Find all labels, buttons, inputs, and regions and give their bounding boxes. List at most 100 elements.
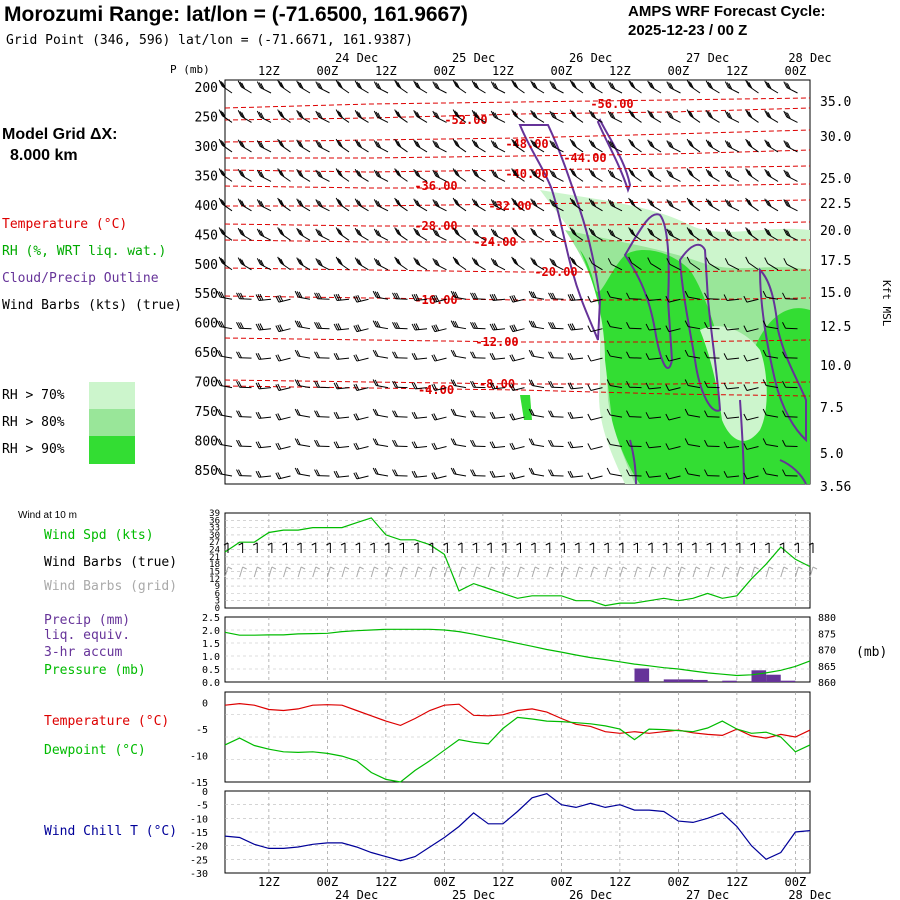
wind-barb xyxy=(452,227,467,241)
wind-barb-flag xyxy=(296,350,301,357)
wind-barb-flag xyxy=(298,321,303,328)
wind-barb-flag xyxy=(489,441,494,449)
wind-barb-flag xyxy=(475,112,480,119)
wind-barb xyxy=(783,258,798,271)
wind-barb xyxy=(743,472,759,480)
wind-barb xyxy=(470,469,486,477)
wind-barb-flag xyxy=(705,168,710,176)
wind-barb xyxy=(489,382,506,390)
wind-barb xyxy=(588,198,603,212)
wind-barb-shaft xyxy=(455,203,467,212)
wind-barb-flag xyxy=(241,112,246,119)
wind-barb-flag xyxy=(335,138,340,146)
surface-wind-barb-grid xyxy=(239,566,247,578)
wind-barb-flag xyxy=(587,354,592,362)
wind-barb-flag xyxy=(666,169,671,177)
wind-barb-flag xyxy=(318,230,323,237)
wind-barb xyxy=(354,80,369,94)
wind-barb-flag xyxy=(567,441,572,449)
wind-barb-shaft xyxy=(689,203,701,212)
wind-barb-flag xyxy=(745,227,750,234)
wind-barb-flag xyxy=(316,410,320,417)
wind-barb-flag xyxy=(338,229,343,236)
wind-barb xyxy=(218,168,233,182)
wind-barb-shaft xyxy=(280,203,291,212)
temperature-tick: 0 xyxy=(202,699,208,710)
wind-barb xyxy=(511,227,525,241)
wind-barb xyxy=(745,138,759,153)
wind-barb-flag xyxy=(315,140,320,147)
wind-barb xyxy=(335,227,350,241)
surface-wind-barb-true xyxy=(545,542,551,553)
surface-wind-barb-grid xyxy=(502,566,511,578)
wind-barb xyxy=(607,258,623,271)
barb-flag xyxy=(461,566,467,570)
wind-barb xyxy=(394,197,408,212)
wind-barb-flag xyxy=(277,109,282,116)
barb-shaft xyxy=(239,566,244,578)
wind-barb-flag xyxy=(665,354,670,362)
wind-barb-flag xyxy=(470,351,474,358)
wind-barb xyxy=(511,197,525,212)
wind-barb xyxy=(684,438,701,448)
surface-wind-barb-true xyxy=(633,542,638,553)
wind-barb xyxy=(452,109,467,123)
wind-barb-flag xyxy=(338,200,343,207)
wind-barb-flag xyxy=(549,110,554,118)
wind-barb-flag xyxy=(512,169,517,176)
wind-barb-flag xyxy=(704,469,708,476)
panel-frame xyxy=(224,790,811,874)
wind-barb xyxy=(333,293,350,301)
wind-speed-tick: 9 xyxy=(215,582,220,592)
wind-barb-flag xyxy=(745,197,750,205)
wind-barb-flag xyxy=(221,111,226,119)
barb-flag xyxy=(545,542,550,546)
wind-barb-flag xyxy=(353,354,358,362)
wind-barb-flag xyxy=(492,229,497,236)
wind-barb-flag xyxy=(294,438,299,445)
wind-barb-flag xyxy=(626,292,630,300)
wind-barb xyxy=(606,467,623,477)
wind-barb xyxy=(489,293,506,301)
wind-barb-flag xyxy=(394,256,399,264)
cloud-outline xyxy=(596,118,632,193)
wind-barb-shaft xyxy=(591,263,603,271)
wind-barb-flag xyxy=(511,138,516,146)
wind-barb xyxy=(431,354,447,362)
wind-barb xyxy=(392,380,408,389)
wind-barb-flag xyxy=(490,228,495,236)
wind-barb-flag xyxy=(257,411,262,419)
barb-shaft xyxy=(283,566,287,578)
wind-barb-flag xyxy=(275,443,280,450)
wind-barb-flag xyxy=(786,171,791,178)
wind-barb-flag xyxy=(550,469,554,476)
wind-barb xyxy=(471,227,486,241)
wind-barb-flag xyxy=(316,469,320,476)
wind-barb-flag xyxy=(335,227,340,234)
wind-barb-flag xyxy=(707,111,712,118)
wind-barb-flag xyxy=(454,291,459,299)
wind-barb-flag xyxy=(260,200,265,208)
barb-flag xyxy=(534,566,540,570)
wind-barb-flag xyxy=(531,228,536,236)
precip-bar xyxy=(678,679,693,682)
wind-barb-flag xyxy=(414,111,419,118)
wind-barb-flag xyxy=(746,198,751,206)
wind-barb xyxy=(296,139,311,153)
wind-barb-flag xyxy=(648,81,653,89)
wind-barb xyxy=(471,80,486,94)
wind-barb xyxy=(315,169,330,182)
barb-shaft xyxy=(560,566,565,578)
wind-barb xyxy=(645,294,662,301)
wind-barb xyxy=(392,322,408,330)
model-grid-label: Model Grid ΔX: xyxy=(2,126,118,143)
wind-barb-flag xyxy=(748,229,753,236)
wind-barb-flag xyxy=(551,200,556,207)
wind-barb-flag xyxy=(668,141,673,148)
wind-barb xyxy=(237,168,252,182)
wind-barb xyxy=(607,81,623,94)
wind-barb-flag xyxy=(514,200,519,207)
temperature-contour-label: -44.00 xyxy=(563,151,606,165)
wind-barb-flag xyxy=(511,413,516,420)
wind-barb-flag xyxy=(707,199,712,206)
